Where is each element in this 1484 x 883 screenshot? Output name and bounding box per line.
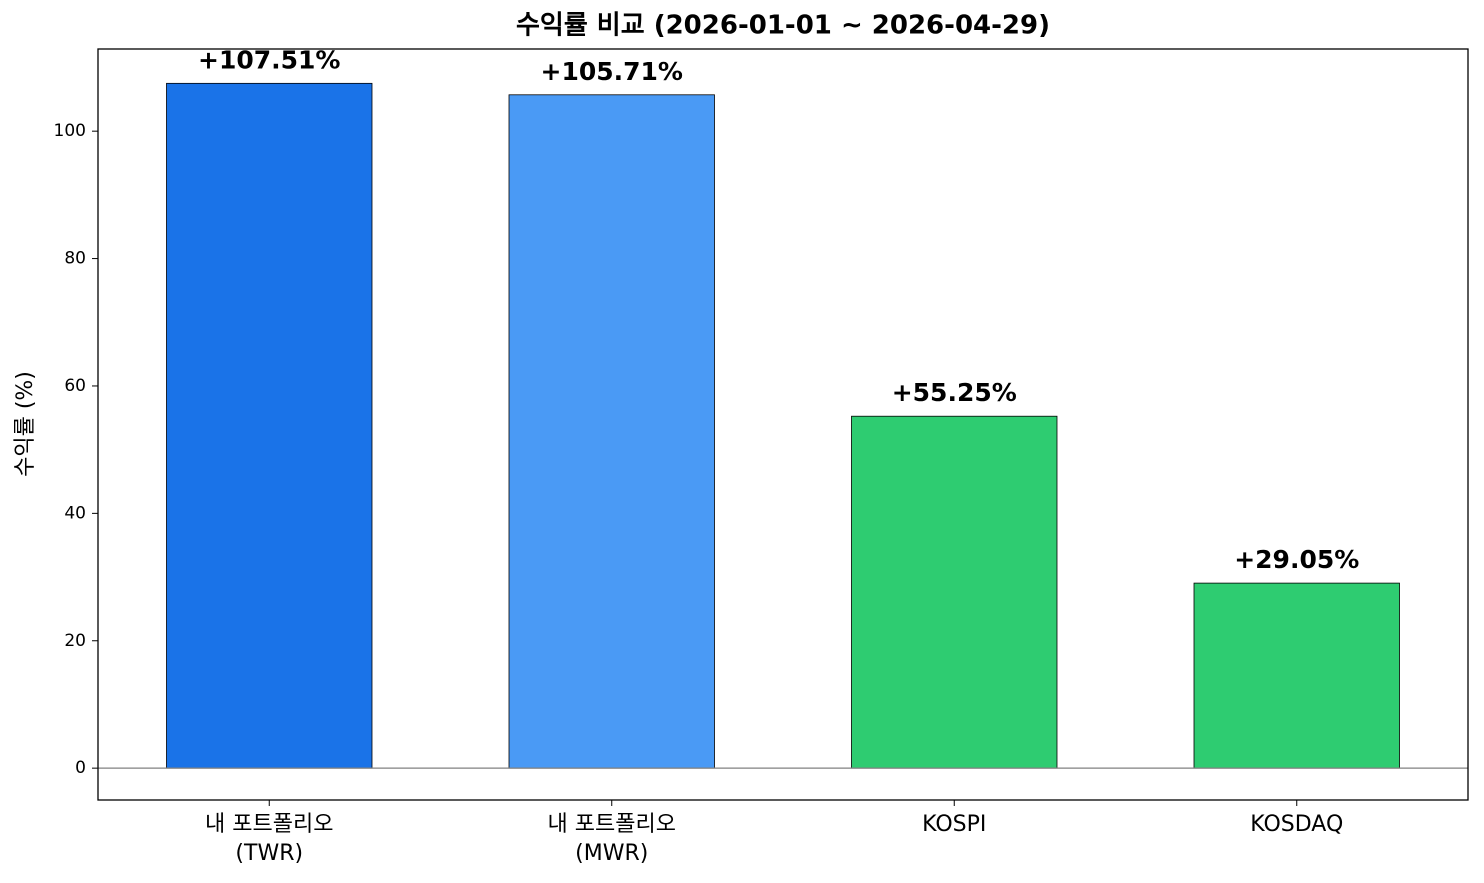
y-tick-label: 80 [64, 249, 86, 269]
y-axis-label: 수익률 (%) [13, 371, 38, 477]
x-tick-line: KOSPI [922, 812, 986, 837]
value-label: +105.71% [541, 57, 683, 86]
x-tick-label: KOSPI [922, 812, 986, 837]
plot-frame [97, 48, 1469, 801]
x-tick-line: 내 포트폴리오 [205, 812, 333, 837]
y-tick-label: 0 [75, 758, 86, 778]
chart-title: 수익률 비교 (2026-01-01 ~ 2026-04-29) [516, 11, 1050, 41]
value-label: +55.25% [892, 378, 1017, 407]
value-label: +107.51% [198, 45, 340, 74]
bar [508, 94, 715, 769]
x-tick-line: (MWR) [575, 841, 648, 866]
bar [1193, 582, 1400, 769]
x-tick-label: KOSDAQ [1250, 812, 1343, 837]
value-label: +29.05% [1234, 545, 1359, 574]
bar [851, 415, 1058, 769]
x-tick-label: 내 포트폴리오 (TWR) [205, 812, 333, 866]
x-tick-label: 내 포트폴리오 (MWR) [548, 812, 676, 866]
y-tick-label: 100 [54, 121, 86, 141]
x-tick-line: KOSDAQ [1250, 812, 1343, 837]
y-tick-label: 60 [64, 376, 86, 396]
bar [166, 82, 373, 769]
x-tick-line: 내 포트폴리오 [548, 812, 676, 837]
y-tick-label: 40 [64, 503, 86, 523]
y-tick-label: 20 [64, 631, 86, 651]
x-tick-line: (TWR) [235, 841, 303, 866]
